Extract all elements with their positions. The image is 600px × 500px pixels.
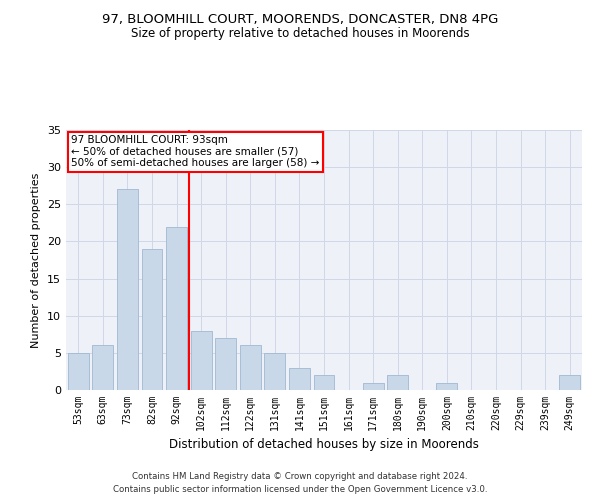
X-axis label: Distribution of detached houses by size in Moorends: Distribution of detached houses by size … <box>169 438 479 452</box>
Bar <box>289 368 310 390</box>
Bar <box>559 375 580 390</box>
Bar <box>314 375 334 390</box>
Text: 97, BLOOMHILL COURT, MOORENDS, DONCASTER, DN8 4PG: 97, BLOOMHILL COURT, MOORENDS, DONCASTER… <box>102 12 498 26</box>
Bar <box>191 330 212 390</box>
Y-axis label: Number of detached properties: Number of detached properties <box>31 172 41 348</box>
Bar <box>117 190 138 390</box>
Bar <box>265 353 286 390</box>
Bar <box>240 346 261 390</box>
Text: Contains HM Land Registry data © Crown copyright and database right 2024.
Contai: Contains HM Land Registry data © Crown c… <box>113 472 487 494</box>
Bar <box>436 382 457 390</box>
Bar <box>166 226 187 390</box>
Bar <box>68 353 89 390</box>
Bar <box>362 382 383 390</box>
Bar <box>387 375 408 390</box>
Text: Size of property relative to detached houses in Moorends: Size of property relative to detached ho… <box>131 28 469 40</box>
Bar <box>215 338 236 390</box>
Bar <box>142 249 163 390</box>
Bar <box>92 346 113 390</box>
Text: 97 BLOOMHILL COURT: 93sqm
← 50% of detached houses are smaller (57)
50% of semi-: 97 BLOOMHILL COURT: 93sqm ← 50% of detac… <box>71 135 320 168</box>
